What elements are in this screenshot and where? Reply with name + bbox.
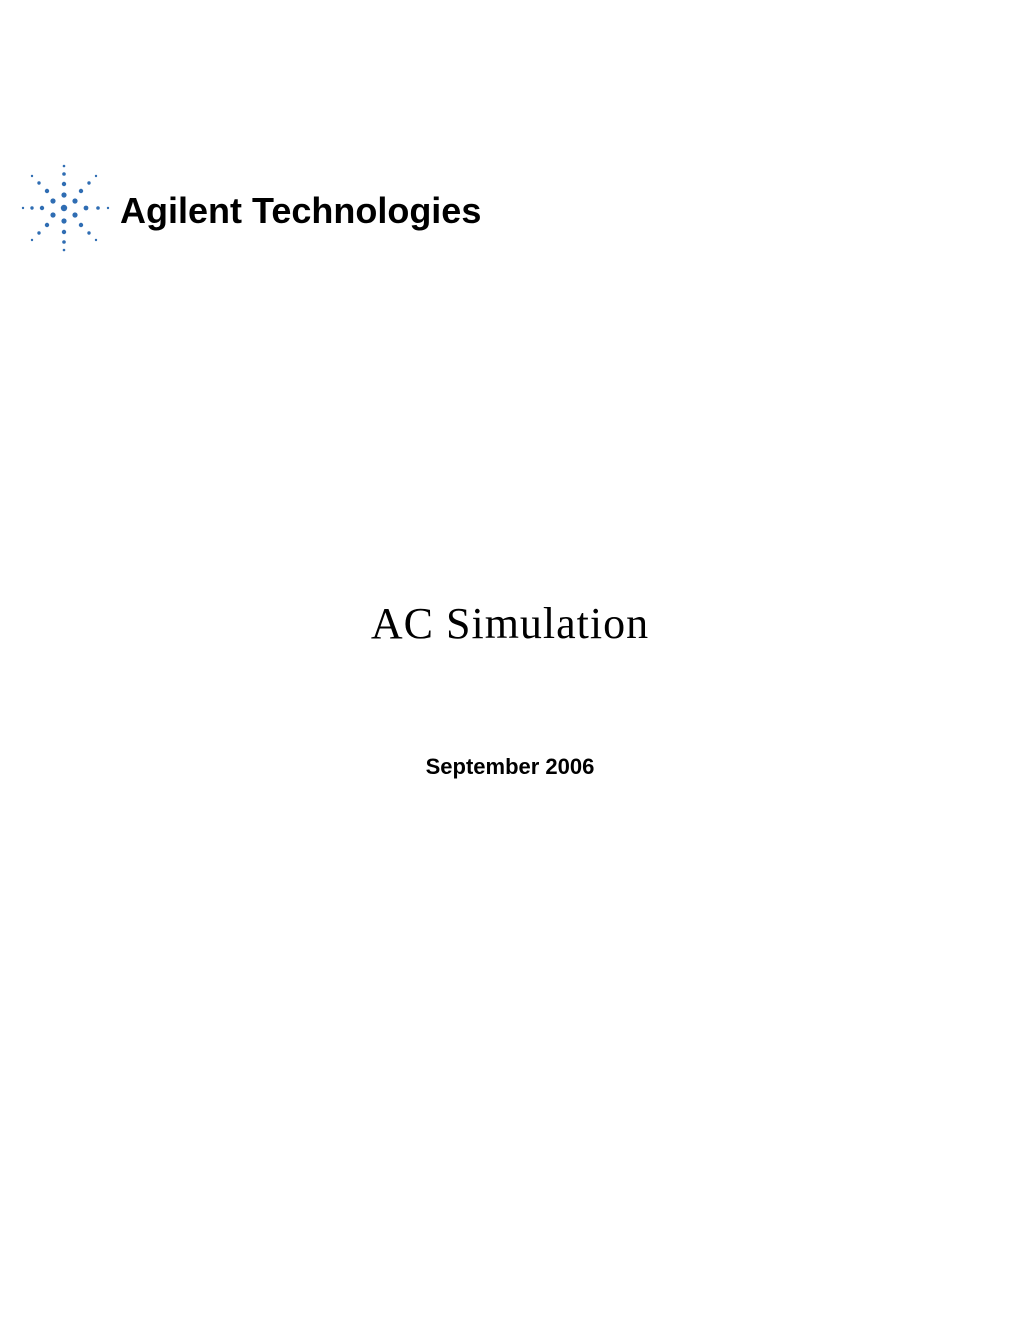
logo-block: Agilent Technologies (14, 158, 481, 263)
company-name: Agilent Technologies (120, 190, 481, 232)
agilent-starburst-icon (14, 158, 114, 263)
document-date: September 2006 (0, 754, 1020, 780)
document-title: AC Simulation (0, 598, 1020, 649)
cover-page: Agilent Technologies AC Simulation Septe… (0, 0, 1020, 1322)
